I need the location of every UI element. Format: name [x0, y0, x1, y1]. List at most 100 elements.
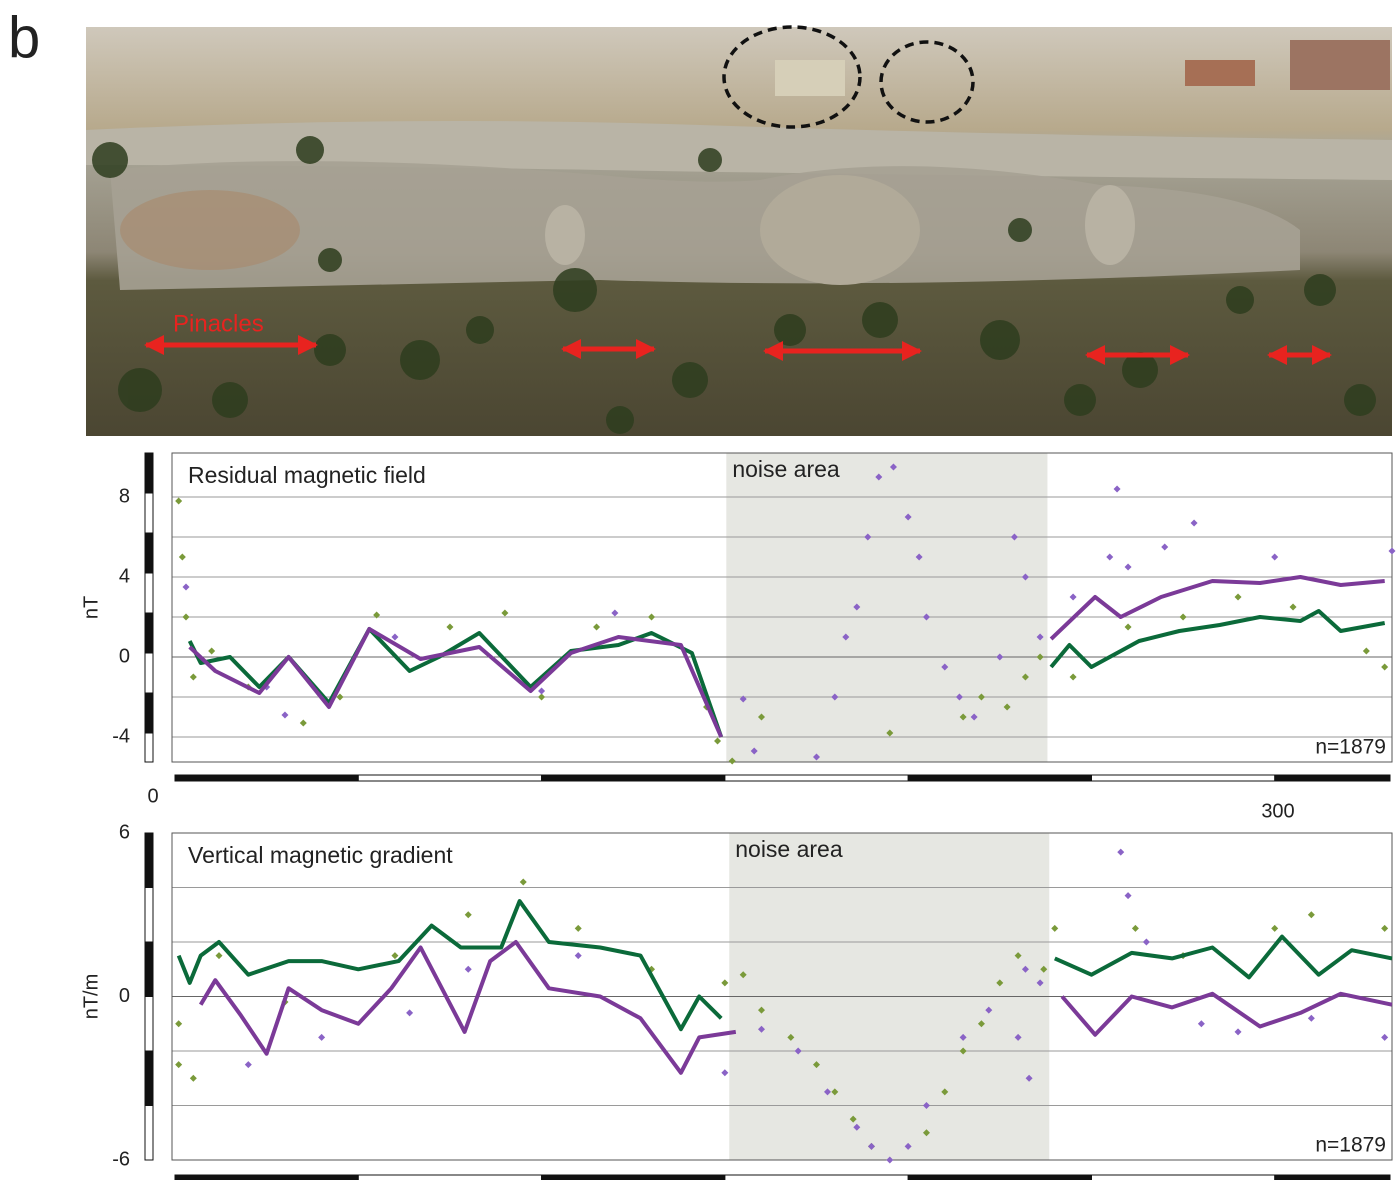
scale-label: 0 — [147, 785, 158, 807]
data-point — [1389, 548, 1396, 555]
y-axis-label: nT/m — [80, 974, 102, 1020]
data-point — [538, 688, 545, 695]
distance-bar — [1275, 1175, 1390, 1180]
photo: Pinacles — [86, 27, 1392, 436]
data-point — [1106, 554, 1113, 561]
y-axis-label: nT — [80, 596, 102, 619]
scale-strip — [145, 613, 153, 653]
data-point — [1198, 1020, 1205, 1027]
scale-strip — [145, 833, 153, 888]
data-point — [714, 738, 721, 745]
y-tick-label: -4 — [112, 725, 130, 747]
data-point — [175, 1061, 182, 1068]
distance-bar — [542, 775, 725, 781]
y-tick-label: 6 — [119, 821, 130, 843]
chart-title: Residual magnetic field — [188, 462, 426, 488]
data-point — [179, 554, 186, 561]
data-point — [648, 614, 655, 621]
data-point — [318, 1034, 325, 1041]
data-point — [1132, 925, 1139, 932]
data-point — [1180, 614, 1187, 621]
distance-bar — [1275, 775, 1390, 781]
data-point — [245, 1061, 252, 1068]
data-point — [208, 648, 215, 655]
data-point — [1114, 486, 1121, 493]
y-tick-label: 8 — [119, 485, 130, 507]
data-point — [175, 498, 182, 505]
scale-strip — [145, 997, 153, 1052]
distance-bar — [542, 1175, 725, 1180]
data-point — [1117, 849, 1124, 856]
distance-bar — [725, 775, 908, 781]
data-point — [1271, 554, 1278, 561]
scale-strip — [145, 493, 153, 533]
data-point — [520, 879, 527, 886]
data-point — [406, 1009, 413, 1016]
data-point — [538, 694, 545, 701]
data-point — [1381, 1034, 1388, 1041]
distance-bar — [175, 1175, 358, 1180]
data-point — [465, 966, 472, 973]
data-point — [175, 1020, 182, 1027]
sample-count: n=1879 — [1315, 1134, 1386, 1157]
scale-label: 300 — [1261, 800, 1294, 822]
sample-count: n=1879 — [1315, 736, 1386, 759]
data-point — [501, 610, 508, 617]
noise-area — [726, 453, 1047, 762]
data-point — [391, 634, 398, 641]
data-point — [1070, 674, 1077, 681]
scale-strip — [145, 1051, 153, 1106]
data-point — [391, 952, 398, 959]
scale-strip — [145, 733, 153, 762]
data-point — [1308, 911, 1315, 918]
data-point — [1308, 1015, 1315, 1022]
data-point — [1290, 604, 1297, 611]
data-point — [1235, 594, 1242, 601]
data-point — [1070, 594, 1077, 601]
data-point — [190, 1075, 197, 1082]
data-point — [721, 979, 728, 986]
data-point — [1191, 520, 1198, 527]
data-point — [1363, 648, 1370, 655]
distance-bar — [1092, 1175, 1275, 1180]
figure: b Pinacles 0 300 -4048Residual magne — [0, 0, 1398, 1180]
data-point — [1125, 564, 1132, 571]
y-tick-label: 0 — [119, 645, 130, 667]
data-point — [593, 624, 600, 631]
data-point — [300, 720, 307, 727]
distance-bar — [908, 775, 1091, 781]
scale-strip — [145, 888, 153, 943]
distance-bar — [358, 775, 541, 781]
data-point — [1271, 925, 1278, 932]
scale-strip — [145, 573, 153, 613]
data-point — [575, 952, 582, 959]
scale-strip — [145, 653, 153, 693]
data-point — [721, 1069, 728, 1076]
data-point — [1143, 939, 1150, 946]
data-point — [1235, 1028, 1242, 1035]
data-point — [1381, 664, 1388, 671]
noise-label: noise area — [732, 456, 840, 482]
data-point — [182, 614, 189, 621]
distance-bar — [1092, 775, 1275, 781]
data-point — [182, 584, 189, 591]
data-point — [1161, 544, 1168, 551]
scale-strip — [145, 533, 153, 573]
distance-bar — [725, 1175, 908, 1180]
photo-annotation: Pinacles — [173, 310, 264, 337]
data-point — [1381, 925, 1388, 932]
panel-label: b — [8, 5, 40, 70]
scale-strip — [145, 693, 153, 733]
data-point — [281, 712, 288, 719]
distance-bar — [908, 1175, 1091, 1180]
data-point — [1051, 925, 1058, 932]
scale-strip — [145, 453, 153, 493]
data-point — [611, 610, 618, 617]
scale-strip — [145, 1106, 153, 1161]
chart-title: Vertical magnetic gradient — [188, 842, 453, 868]
data-point — [465, 911, 472, 918]
scale-strip — [145, 942, 153, 997]
data-point — [190, 674, 197, 681]
y-tick-label: -6 — [112, 1148, 130, 1170]
distance-bar — [358, 1175, 541, 1180]
